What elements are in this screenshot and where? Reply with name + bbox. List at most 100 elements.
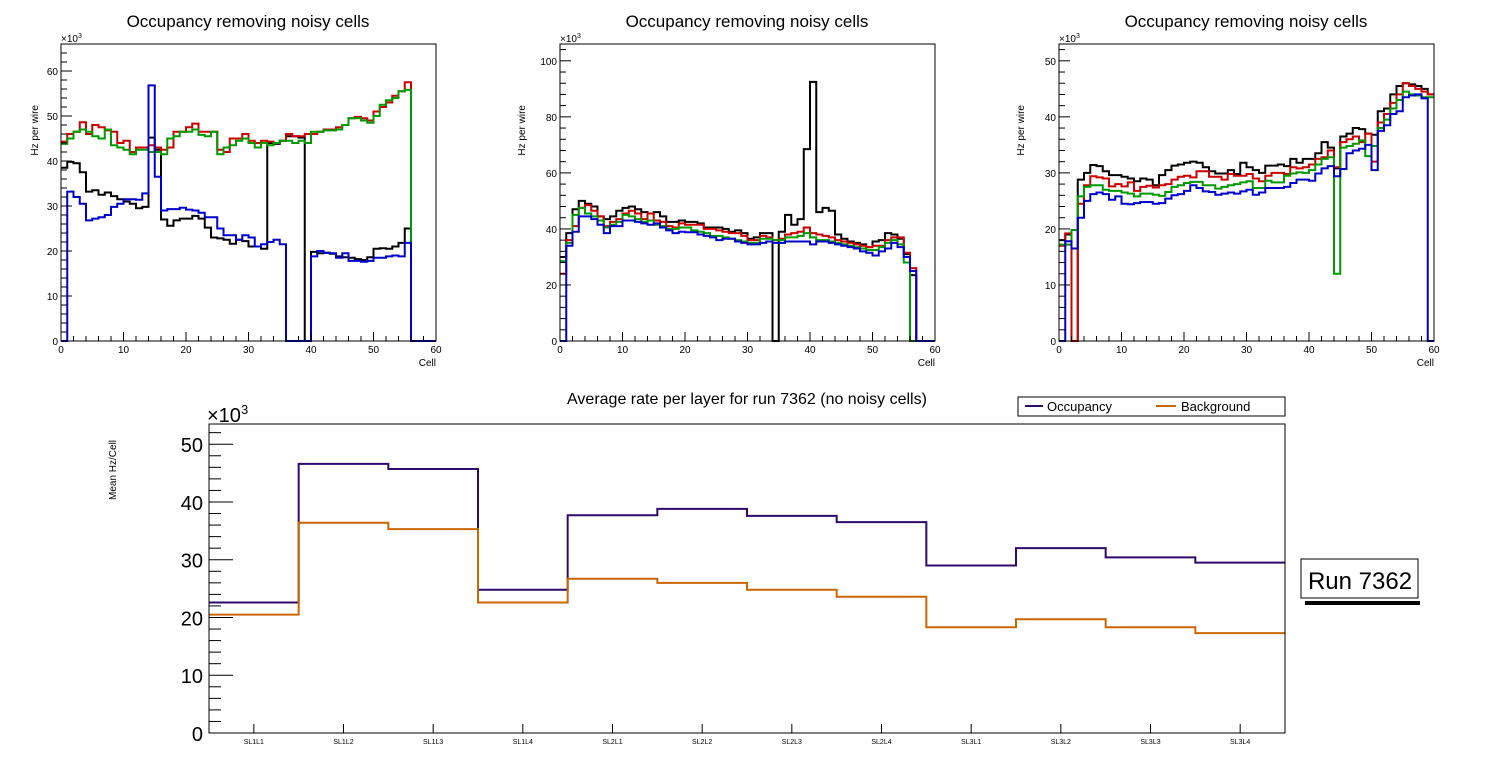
panel-1-x-tick-label: 0	[58, 345, 64, 356]
panel-3-x-tick-label: 50	[1366, 345, 1378, 356]
run-label-shadow	[1305, 601, 1420, 605]
category-label: SL2L3	[782, 739, 802, 746]
category-label: SL2L2	[692, 739, 712, 746]
occupancy-panel-2: Occupancy removing noisy cells Hz per wi…	[517, 12, 941, 369]
category-label: SL3L4	[1230, 739, 1250, 746]
layer-rate-y-tick-label: 50	[181, 435, 203, 457]
panel-3-x-tick-label: 10	[1116, 345, 1128, 356]
panel-3-series-layer-blue	[1059, 93, 1434, 342]
layer-rate-frame	[208, 423, 1286, 734]
panel-2-series-layer-black	[560, 80, 935, 342]
panel-3-x-tick-label: 40	[1303, 345, 1315, 356]
panel-1-series-layer-red	[61, 81, 436, 342]
legend: Occupancy Background	[1017, 396, 1286, 417]
panel-3-frame	[1058, 43, 1435, 342]
layer-rate-title: Average rate per layer for run 7362 (no …	[567, 391, 927, 408]
layer-rate-multiplier: ×103	[207, 402, 248, 427]
layer-rate-y-tick-label: 10	[181, 666, 203, 688]
panel-2-y-tick-label: 60	[546, 169, 558, 180]
layer-rate-y-tick-label: 20	[181, 608, 203, 630]
panel-3-x-tick-label: 0	[1056, 345, 1062, 356]
panel-2-y-tick-label: 0	[551, 337, 557, 348]
layer-rate-y-tick-label: 30	[181, 551, 203, 573]
panel-3-y-tick-label: 40	[1045, 113, 1057, 124]
panel-1-y-tick-label: 20	[47, 247, 59, 258]
legend-background-label: Background	[1181, 399, 1250, 414]
panel-3-y-tick-label: 10	[1045, 281, 1057, 292]
panel-1-frame	[60, 43, 437, 342]
panel-3-title: Occupancy removing noisy cells	[1125, 12, 1368, 31]
layer-rate-panel: Average rate per layer for run 7362 (no …	[108, 391, 1420, 746]
panel-3-series-layer-red	[1059, 82, 1434, 342]
panel-2-series-layer-green	[560, 206, 935, 342]
panel-2-multiplier: ×103	[560, 33, 581, 45]
category-label: SL1L4	[513, 739, 533, 746]
panel-1-y-tick-label: 30	[47, 202, 59, 213]
panel-3-ylabel: Hz per wire	[1016, 105, 1027, 156]
panel-3-y-tick-label: 0	[1050, 337, 1056, 348]
panel-2-title: Occupancy removing noisy cells	[626, 12, 869, 31]
panel-2-x-tick-label: 30	[742, 345, 754, 356]
panel-3-multiplier: ×103	[1059, 33, 1080, 45]
category-label: SL2L4	[871, 739, 891, 746]
panel-2-x-tick-label: 0	[557, 345, 563, 356]
layer-rate-ylabel: Mean Hz/Cell	[108, 440, 119, 500]
panel-2-x-tick-label: 20	[679, 345, 691, 356]
panel-2-ylabel: Hz per wire	[517, 105, 528, 156]
panel-1-ylabel: Hz per wire	[30, 105, 41, 156]
panel-1-y-tick-label: 10	[47, 292, 59, 303]
panel-1-xlabel: Cell	[419, 358, 436, 369]
panel-2-y-tick-label: 80	[546, 113, 558, 124]
category-label: SL3L2	[1051, 739, 1071, 746]
panel-3-x-tick-label: 20	[1178, 345, 1190, 356]
panel-1-multiplier: ×103	[61, 33, 82, 45]
legend-occupancy-label: Occupancy	[1047, 399, 1113, 414]
panel-1-x-tick-label: 60	[430, 345, 442, 356]
category-label: SL2L1	[602, 739, 622, 746]
run-label-text: Run 7362	[1308, 568, 1412, 595]
layer-rate-series-background	[209, 521, 1285, 635]
panel-1-x-tick-label: 50	[368, 345, 380, 356]
panel-2-y-tick-label: 40	[546, 225, 558, 236]
panel-1-x-tick-label: 40	[305, 345, 317, 356]
panel-1-x-tick-label: 10	[118, 345, 130, 356]
panel-1-series-layer-blue	[61, 84, 436, 342]
panel-1-title: Occupancy removing noisy cells	[127, 12, 370, 31]
occupancy-panel-1: Occupancy removing noisy cells Hz per wi…	[30, 12, 442, 369]
panel-1-y-tick-label: 40	[47, 157, 59, 168]
category-label: SL3L1	[961, 739, 981, 746]
occupancy-panel-3: Occupancy removing noisy cells Hz per wi…	[1016, 12, 1440, 369]
panel-1-y-tick-label: 60	[47, 67, 59, 78]
panel-3-y-tick-label: 30	[1045, 169, 1057, 180]
panel-2-y-tick-label: 20	[546, 281, 558, 292]
run-label-box: Run 7362	[1300, 558, 1420, 605]
panel-1-x-tick-label: 30	[243, 345, 255, 356]
layer-rate-y-tick-label: 0	[192, 724, 203, 746]
panel-1-y-tick-label: 50	[47, 112, 59, 123]
category-label: SL3L3	[1140, 739, 1160, 746]
panel-3-xlabel: Cell	[1417, 358, 1434, 369]
panel-2-series-layer-red	[560, 204, 935, 342]
panel-1-series-layer-green	[61, 88, 436, 342]
panel-1-x-tick-label: 20	[180, 345, 192, 356]
panel-2-xlabel: Cell	[918, 358, 935, 369]
panel-2-series-layer-blue	[560, 215, 935, 342]
panel-2-x-tick-label: 60	[929, 345, 941, 356]
panel-1-y-tick-label: 0	[52, 337, 58, 348]
panel-2-y-tick-label: 100	[540, 57, 557, 68]
panel-3-y-tick-label: 50	[1045, 57, 1057, 68]
panel-2-x-tick-label: 40	[804, 345, 816, 356]
category-label: SL1L3	[423, 739, 443, 746]
panel-3-x-tick-label: 60	[1428, 345, 1440, 356]
panel-3-x-tick-label: 30	[1241, 345, 1253, 356]
legend-box	[1017, 396, 1286, 417]
panel-2-x-tick-label: 10	[617, 345, 629, 356]
run-label-frame	[1300, 558, 1419, 599]
category-label: SL1L1	[244, 739, 264, 746]
panel-3-y-tick-label: 20	[1045, 225, 1057, 236]
category-label: SL1L2	[333, 739, 353, 746]
panel-2-frame	[559, 43, 936, 342]
panel-2-x-tick-label: 50	[867, 345, 879, 356]
layer-rate-series-occupancy	[209, 462, 1285, 604]
